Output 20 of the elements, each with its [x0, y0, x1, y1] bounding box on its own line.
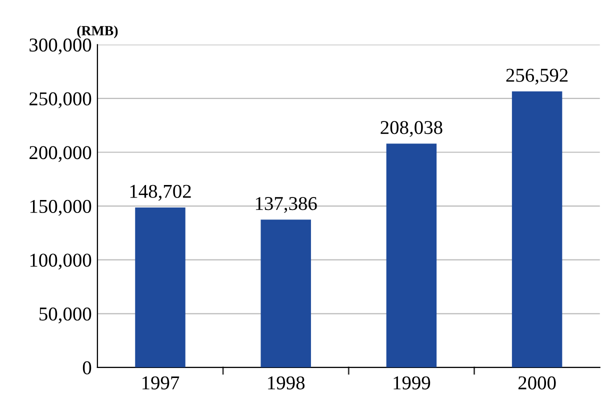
bar — [512, 91, 562, 368]
x-tick-label: 2000 — [518, 376, 556, 390]
data-label: 148,702 — [130, 184, 191, 201]
y-axis-title: (RMB) — [77, 26, 118, 38]
y-tick-label: 0 — [82, 361, 92, 374]
data-label: 256,592 — [506, 68, 568, 85]
bar — [386, 144, 437, 368]
x-tick-label: 1999 — [394, 376, 430, 390]
y-tick-label: 50,000 — [40, 307, 92, 324]
y-tick-label: 300,000 — [30, 38, 92, 54]
bar — [135, 207, 186, 368]
bar — [260, 220, 311, 368]
y-tick-label: 200,000 — [30, 146, 92, 162]
y-tick-label: 150,000 — [30, 200, 92, 216]
data-label: 137,386 — [256, 196, 317, 213]
x-tick-label: 1998 — [268, 376, 305, 390]
y-tick-label: 100,000 — [30, 254, 92, 270]
x-tick-label: 1997 — [142, 376, 180, 390]
data-label: 208,038 — [380, 120, 442, 137]
y-tick-label: 250,000 — [30, 92, 92, 108]
